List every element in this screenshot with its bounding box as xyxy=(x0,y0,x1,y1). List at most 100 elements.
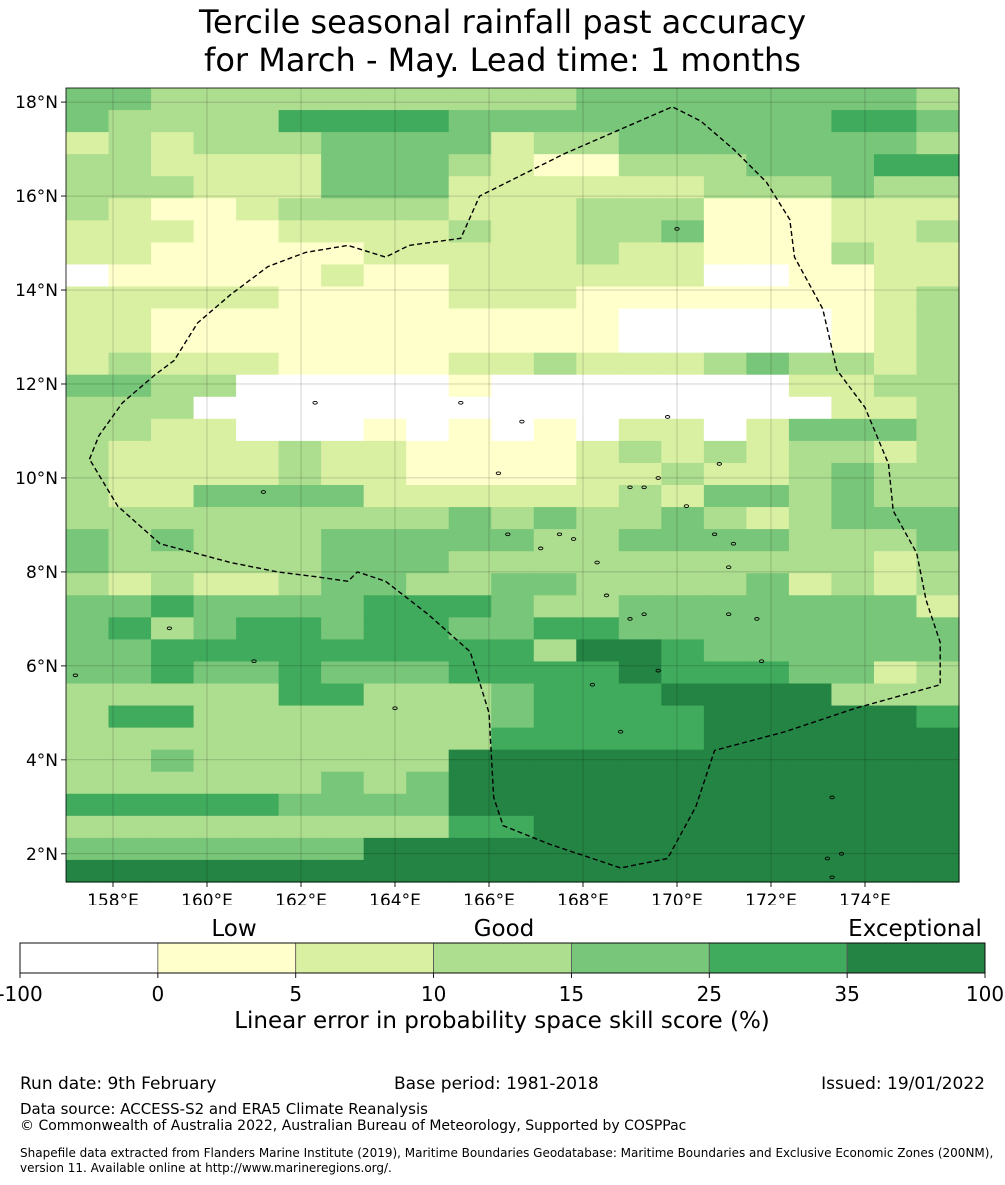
grid-cell xyxy=(193,529,237,552)
grid-cell xyxy=(236,815,280,839)
grid-cell xyxy=(746,176,790,199)
grid-cell xyxy=(108,286,152,310)
grid-cell xyxy=(831,110,875,133)
grid-cell xyxy=(618,88,662,111)
grid-cell xyxy=(576,418,620,442)
grid-cell xyxy=(746,705,790,729)
grid-cell xyxy=(108,396,152,420)
grid-cell xyxy=(278,198,322,221)
grid-cell xyxy=(406,837,450,861)
grid-cell xyxy=(788,154,833,177)
grid-cell xyxy=(491,507,535,530)
grid-cell xyxy=(406,396,450,420)
grid-cell xyxy=(618,661,662,685)
grid-cell xyxy=(746,198,790,221)
grid-cell xyxy=(108,440,152,464)
grid-cell xyxy=(746,154,790,177)
grid-cell xyxy=(321,110,365,133)
grid-cell xyxy=(108,374,152,398)
grid-cell xyxy=(618,220,662,243)
grid-cell xyxy=(746,330,790,354)
grid-cell xyxy=(618,727,662,751)
grid-cell xyxy=(108,617,152,640)
shapefile-credit-line-1: Shapefile data extracted from Flanders M… xyxy=(20,1146,994,1160)
grid-cell xyxy=(193,440,237,464)
grid-cell xyxy=(831,396,875,420)
grid-cell xyxy=(831,418,875,442)
grid-cell xyxy=(363,749,407,773)
colorbar-swatch xyxy=(295,942,434,974)
grid-cell xyxy=(363,837,407,861)
grid-cell xyxy=(448,198,492,221)
grid-cell xyxy=(321,440,365,464)
grid-cell xyxy=(363,485,407,508)
grid-cell xyxy=(363,661,407,685)
grid-cell xyxy=(576,837,620,861)
grid-cell xyxy=(788,507,833,530)
grid-cell xyxy=(788,110,833,133)
grid-cell xyxy=(618,242,662,266)
grid-cell xyxy=(236,793,280,817)
run-date: Run date: 9th February xyxy=(20,1074,217,1094)
island-outline xyxy=(726,612,732,617)
grid-cell xyxy=(321,551,365,574)
grid-cell xyxy=(66,418,110,442)
grid-cell xyxy=(916,374,960,398)
grid-cell xyxy=(533,132,577,155)
grid-cell xyxy=(788,815,833,839)
grid-cell xyxy=(278,418,322,442)
grid-cell xyxy=(873,286,918,310)
lon-label: 158°E xyxy=(87,891,139,905)
grid-cell xyxy=(363,551,407,574)
colorbar-tick-label: 35 xyxy=(834,982,859,1006)
grid-cell xyxy=(448,617,492,640)
grid-cell xyxy=(236,462,280,486)
grid-cell xyxy=(151,198,195,221)
grid-cell xyxy=(831,198,875,221)
grid-cell xyxy=(406,595,450,618)
grid-cell xyxy=(193,374,237,398)
grid-cell xyxy=(66,352,110,376)
grid-cell xyxy=(703,418,747,442)
grid-cell xyxy=(618,396,662,420)
grid-cell xyxy=(703,308,747,332)
grid-cell xyxy=(278,573,322,596)
grid-cell xyxy=(321,154,365,177)
grid-cell xyxy=(151,859,195,883)
grid-cell xyxy=(66,440,110,464)
grid-cell xyxy=(831,176,875,199)
grid-cell xyxy=(746,352,790,376)
grid-cell xyxy=(831,683,875,707)
grid-cell xyxy=(916,440,960,464)
island-outline xyxy=(641,612,647,617)
grid-cell xyxy=(193,176,237,199)
grid-cell xyxy=(533,462,577,486)
grid-cell xyxy=(108,418,152,442)
grid-cell xyxy=(703,396,747,420)
lat-lon-gridlines xyxy=(66,88,959,882)
grid-cell xyxy=(916,220,960,243)
grid-cell xyxy=(406,485,450,508)
grid-cell xyxy=(363,352,407,376)
grid-cell xyxy=(363,198,407,221)
island-outline xyxy=(674,227,680,231)
island-outline xyxy=(824,856,831,861)
grid-cell xyxy=(576,264,620,288)
grid-cell xyxy=(533,154,577,177)
grid-cell xyxy=(321,242,365,266)
grid-cell xyxy=(151,286,195,310)
grid-cell xyxy=(831,154,875,177)
grid-cell xyxy=(576,154,620,177)
grid-cell xyxy=(448,507,492,530)
island-outline xyxy=(730,541,737,546)
island-outline xyxy=(726,565,732,570)
grid-cell xyxy=(873,132,918,155)
grid-cell xyxy=(746,529,790,552)
grid-cell xyxy=(576,462,620,486)
grid-cell xyxy=(108,837,152,861)
grid-cell xyxy=(448,661,492,685)
grid-cell xyxy=(151,176,195,199)
grid-cell xyxy=(363,705,407,729)
grid-cell xyxy=(576,727,620,751)
grid-cell xyxy=(873,374,918,398)
